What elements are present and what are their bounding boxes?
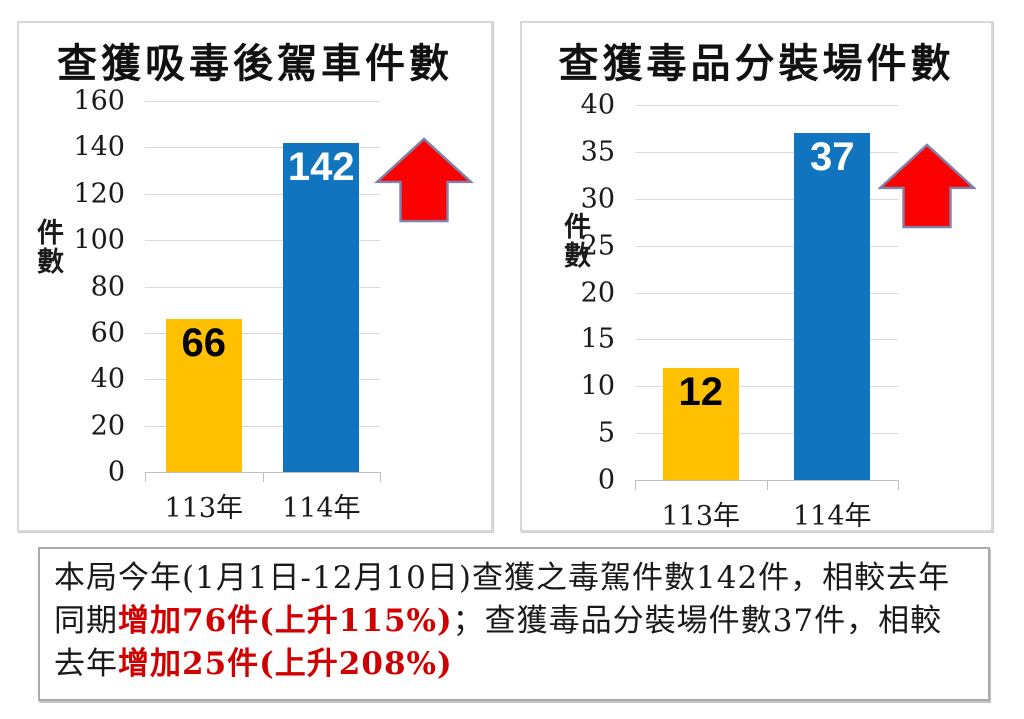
x-tick-label: 114年	[281, 493, 361, 524]
plot-area: 0 5 10 15 20 25 30 35 40 12 113年 37 114年	[581, 90, 899, 532]
gridline	[635, 339, 898, 341]
gridline	[145, 240, 380, 242]
y-tick-label: 10	[580, 370, 615, 402]
y-tick-label: 100	[73, 224, 125, 256]
gridline	[635, 386, 898, 388]
y-tick-label: 120	[73, 178, 125, 210]
gridline	[145, 425, 380, 427]
gridline	[635, 105, 898, 106]
summary-text: ；查獲毒品分裝場件數37件，相較去年	[54, 603, 943, 682]
chart-panel-packaging-sites: 查獲毒品分裝場件數 件數 0 5 10 15 20 25 30 35 40 12 113年 37 114…	[520, 21, 993, 532]
x-axis-tickmark	[262, 472, 264, 482]
y-tick-label: 40	[580, 89, 615, 121]
gridline	[145, 286, 380, 288]
arrow-shape	[373, 137, 475, 223]
gridline	[145, 332, 380, 334]
y-tick-label: 140	[73, 131, 125, 163]
gridline	[145, 101, 380, 102]
increase-arrow-icon	[373, 137, 475, 223]
y-tick-label: 5	[597, 417, 615, 449]
bar-113年: 66	[165, 318, 242, 472]
x-axis-tickmark	[380, 472, 381, 482]
summary-highlight-text: 增加25件(上升208%)	[118, 646, 453, 682]
gridline	[145, 379, 380, 381]
plot-area: 0 20 40 60 80 100 120 140 160 66 113年 142 114年	[73, 86, 381, 524]
bar-value-label: 142	[287, 144, 355, 189]
increase-arrow-icon	[878, 143, 976, 229]
gridline	[635, 433, 898, 435]
y-tick-label: 60	[90, 317, 125, 349]
gridline	[635, 151, 898, 153]
gridline	[635, 198, 898, 200]
bar-value-label: 37	[810, 135, 855, 180]
y-tick-label: 0	[597, 464, 615, 496]
y-tick-label: 30	[580, 183, 615, 215]
y-axis-label: 件數	[32, 218, 63, 276]
y-tick-label: 35	[580, 136, 615, 168]
x-tick-label: 114年	[792, 501, 872, 532]
x-axis-tickmark	[145, 472, 146, 482]
y-tick-label: 0	[107, 456, 125, 488]
bar-113年: 12	[662, 367, 739, 480]
gridline	[635, 292, 898, 294]
y-tick-label: 20	[90, 410, 125, 442]
gridline	[145, 193, 380, 195]
y-tick-label: 20	[580, 277, 615, 308]
y-tick-label: 15	[580, 323, 615, 355]
bar-value-label: 12	[678, 369, 724, 414]
x-axis-tickmark	[898, 480, 899, 490]
summary-text: 本局今年(1月1日-12月10日)查獲之毒駕件數142件，相較去年同期	[54, 560, 951, 639]
chart-title-packaging-sites: 查獲毒品分裝場件數	[558, 40, 955, 87]
y-tick-label: 25	[580, 230, 615, 262]
x-tick-label: 113年	[164, 493, 244, 524]
arrow-shape	[878, 143, 976, 229]
gridline	[635, 245, 898, 247]
chart-title-drug-driving: 查獲吸毒後駕車件數	[57, 40, 453, 87]
summary-textbox: 本局今年(1月1日-12月10日)查獲之毒駕件數142件，相較去年同期增加76件…	[38, 547, 990, 701]
y-tick-label: 40	[90, 363, 125, 395]
bar-value-label: 66	[181, 320, 227, 365]
y-tick-label: 80	[90, 271, 125, 302]
summary-highlight-text: 增加76件(上升115%)	[118, 603, 453, 639]
y-tick-label: 160	[73, 85, 125, 117]
bar-114年: 37	[794, 133, 871, 480]
bar-114年: 142	[283, 142, 360, 472]
x-axis-tickmark	[766, 480, 768, 490]
x-axis-tickmark	[635, 480, 636, 490]
x-tick-label: 113年	[661, 501, 741, 532]
gridline	[145, 147, 380, 149]
chart-panel-drug-driving: 查獲吸毒後駕車件數 件數 0 20 40 60 80 100 120 140 160 66 113年…	[17, 21, 493, 532]
y-axis-label: 件數	[559, 212, 590, 270]
